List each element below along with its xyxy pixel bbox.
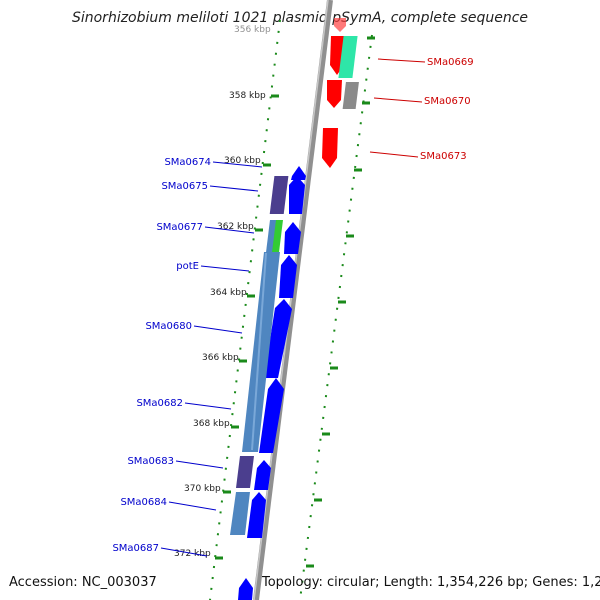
- reverse-gene-labels: SMa0669 SMa0670 SMa0673: [420, 57, 474, 162]
- cog-bar-teal: [338, 36, 358, 78]
- cog-bar-steelblue-3: [230, 492, 250, 535]
- gene-arrow-SMa0684[interactable]: [247, 492, 266, 538]
- gene-arrow-SMa0673[interactable]: [322, 128, 338, 168]
- accession-label: Accession: NC_003037: [9, 575, 157, 590]
- cog-bar-steelblue-2: [242, 252, 280, 452]
- gene-label-SMa0669[interactable]: SMa0669: [427, 57, 474, 68]
- plasmid-backbone: [253, 0, 333, 600]
- gene-label-SMa0673[interactable]: SMa0673: [420, 151, 467, 162]
- scale-label: 368 kbp: [193, 419, 230, 429]
- gene-label-SMa0670[interactable]: SMa0670: [424, 96, 471, 107]
- gene-label-SMa0684[interactable]: SMa0684: [120, 497, 167, 508]
- gene-label-SMa0682[interactable]: SMa0682: [136, 398, 183, 409]
- gene-arrow-SMa0687[interactable]: [238, 578, 253, 600]
- gene-arrow-SMa0675[interactable]: [289, 176, 305, 214]
- gene-arrow-SMa0683[interactable]: [254, 460, 271, 490]
- gene-arrow-SMa0674[interactable]: [291, 166, 306, 180]
- gene-label-SMa0683[interactable]: SMa0683: [127, 456, 174, 467]
- reverse-leader-lines: [369, 58, 426, 158]
- scale-label: 360 kbp: [224, 156, 261, 166]
- scale-label: 370 kbp: [184, 484, 221, 494]
- scale-label: 356 kbp: [234, 25, 271, 35]
- gene-arrow-SMa0682[interactable]: [259, 378, 284, 453]
- cog-bar-purple-2: [236, 456, 254, 488]
- cog-bar-gray: [342, 82, 359, 109]
- cog-bar-purple-1: [269, 176, 289, 214]
- cog-bar-steelblue-highlight: [251, 252, 267, 451]
- gene-label-SMa0687[interactable]: SMa0687: [112, 543, 159, 554]
- plasmid-backbone-highlight: [253, 0, 329, 600]
- scale-label: 358 kbp: [229, 91, 266, 101]
- scale-label: 372 kbp: [174, 549, 211, 559]
- gene-arrow-SMa0670[interactable]: [327, 80, 342, 108]
- gene-label-SMa0677[interactable]: SMa0677: [156, 222, 203, 233]
- gene-arrow-SMa0680[interactable]: [264, 299, 292, 378]
- gene-arrow-potE[interactable]: [279, 255, 297, 298]
- gene-label-SMa0675[interactable]: SMa0675: [161, 181, 208, 192]
- gene-label-SMa0680[interactable]: SMa0680: [145, 321, 192, 332]
- gene-arrow-smA0668[interactable]: [334, 18, 346, 32]
- cog-bar-steelblue-1: [266, 220, 276, 252]
- scale-label: 364 kbp: [210, 288, 247, 298]
- forward-gene-labels: SMa0674 SMa0675 SMa0677 potE SMa0680 SMa…: [112, 157, 211, 554]
- scale-labels: 356 kbp 358 kbp 360 kbp 362 kbp 364 kbp …: [174, 25, 271, 559]
- forward-leader-lines: [160, 161, 263, 557]
- gene-label-potE[interactable]: potE: [176, 261, 199, 272]
- scale-label: 362 kbp: [217, 222, 254, 232]
- map-title: Sinorhizobium meliloti 1021 plasmid pSym…: [71, 10, 529, 26]
- topology-label: Topology: circular; Length: 1,354,226 bp…: [262, 575, 600, 590]
- gene-label-SMa0674[interactable]: SMa0674: [164, 157, 211, 168]
- gene-arrow-SMa0677[interactable]: [284, 222, 301, 254]
- ruler-major-ticks: [215, 36, 375, 568]
- scale-label: 366 kbp: [202, 353, 239, 363]
- outer-ruler-track: [299, 34, 373, 600]
